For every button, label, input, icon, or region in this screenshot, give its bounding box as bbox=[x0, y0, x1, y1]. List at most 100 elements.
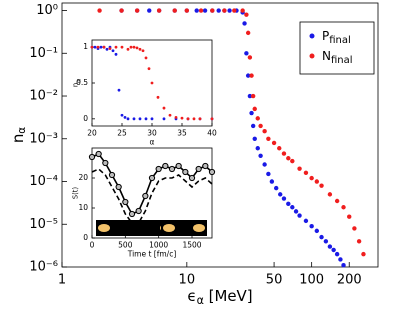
y-tick-label: 10 bbox=[78, 203, 88, 212]
data-point bbox=[144, 117, 148, 121]
y-tick-label: 10⁰ bbox=[36, 3, 58, 18]
data-point bbox=[95, 150, 102, 158]
y-tick-label: 0.5 bbox=[76, 78, 88, 87]
data-point bbox=[247, 93, 253, 99]
data-point bbox=[271, 140, 277, 146]
data-point bbox=[120, 45, 124, 49]
snapshot-image bbox=[96, 220, 174, 236]
data-point bbox=[141, 49, 145, 53]
data-point bbox=[195, 165, 202, 173]
data-point bbox=[188, 174, 196, 182]
data-point bbox=[120, 113, 124, 117]
data-point bbox=[175, 162, 182, 170]
data-point bbox=[150, 81, 154, 85]
data-point bbox=[156, 95, 160, 99]
y-axis-label-part: n bbox=[9, 134, 27, 143]
data-point bbox=[341, 263, 346, 268]
data-point bbox=[266, 136, 271, 141]
data-point bbox=[162, 117, 166, 121]
data-point bbox=[184, 8, 190, 13]
data-point bbox=[227, 8, 232, 13]
snapshot-blob bbox=[98, 224, 110, 232]
x-tick-label: 10 bbox=[179, 273, 196, 288]
y-axis-label-part: n bbox=[72, 83, 80, 87]
data-point bbox=[245, 73, 251, 78]
x-axis-label: ϵα [MeV] bbox=[187, 287, 252, 307]
data-point bbox=[156, 8, 162, 13]
data-point bbox=[210, 8, 215, 13]
data-point bbox=[126, 117, 130, 121]
data-point bbox=[162, 162, 169, 170]
data-point bbox=[135, 207, 142, 215]
data-point bbox=[216, 8, 221, 13]
x-tick-label: 30 bbox=[147, 129, 157, 138]
x-axis-label: α bbox=[150, 138, 155, 147]
data-point bbox=[356, 239, 362, 244]
data-point bbox=[182, 168, 189, 176]
data-point bbox=[249, 110, 254, 116]
data-point bbox=[352, 226, 357, 231]
x-axis-label-part: ϵ bbox=[187, 287, 196, 305]
data-point bbox=[97, 8, 102, 13]
data-point bbox=[327, 192, 333, 197]
data-point bbox=[128, 210, 136, 218]
data-point bbox=[117, 88, 121, 92]
y-tick-label: 20 bbox=[78, 173, 88, 182]
data-point bbox=[232, 8, 237, 13]
data-point bbox=[334, 198, 340, 204]
data-point bbox=[293, 209, 299, 214]
data-point bbox=[198, 117, 202, 121]
data-point bbox=[108, 47, 112, 50]
data-point bbox=[244, 51, 249, 56]
data-point bbox=[96, 45, 100, 49]
y-tick-label: 10⁻¹ bbox=[29, 46, 58, 61]
y-tick-label: 10⁻⁴ bbox=[29, 174, 58, 189]
x-tick-label: 200 bbox=[337, 273, 362, 288]
data-point bbox=[210, 117, 214, 121]
legend-marker bbox=[309, 33, 315, 39]
data-point bbox=[168, 165, 176, 173]
y-tick-label: 10⁻⁵ bbox=[29, 217, 58, 232]
x-tick-label: 1 bbox=[58, 273, 66, 288]
data-point bbox=[297, 213, 302, 218]
y-tick-label: 0 bbox=[83, 233, 88, 242]
legend-label-name: P bbox=[322, 29, 329, 43]
x-tick-label: 0 bbox=[90, 241, 95, 250]
snapshot-blob bbox=[193, 224, 205, 232]
data-point bbox=[129, 45, 133, 49]
data-point bbox=[147, 8, 152, 13]
data-point bbox=[319, 234, 324, 240]
data-point bbox=[102, 159, 109, 167]
x-tick-label: 35 bbox=[177, 129, 187, 138]
y-tick-label: 10⁻² bbox=[29, 89, 58, 104]
data-point bbox=[309, 175, 314, 181]
data-point bbox=[172, 8, 177, 13]
legend-label: Pfinal bbox=[322, 29, 351, 47]
snapshot-image bbox=[161, 220, 207, 236]
y-tick-label: 10⁻³ bbox=[29, 131, 58, 146]
x-tick-label: 20 bbox=[87, 129, 97, 138]
data-point bbox=[202, 162, 209, 170]
x-axis-label-part: Time t [fm/c] bbox=[127, 250, 177, 259]
data-point bbox=[99, 45, 103, 49]
x-tick-label: 1000 bbox=[149, 241, 168, 250]
data-point bbox=[180, 116, 184, 120]
data-point bbox=[274, 185, 279, 191]
data-point bbox=[278, 192, 283, 197]
x-tick-label: 500 bbox=[118, 241, 133, 250]
data-point bbox=[286, 156, 291, 161]
data-point bbox=[240, 8, 245, 13]
data-point bbox=[147, 67, 151, 71]
data-point bbox=[252, 136, 257, 141]
data-point bbox=[194, 8, 199, 13]
data-point bbox=[347, 214, 352, 219]
data-point bbox=[319, 183, 324, 188]
x-tick-label: 100 bbox=[299, 273, 324, 288]
y-tick-label: 0 bbox=[83, 114, 88, 123]
data-point bbox=[138, 117, 142, 121]
data-point bbox=[252, 106, 257, 112]
data-point bbox=[208, 168, 216, 176]
x-tick-label: 50 bbox=[266, 273, 283, 288]
data-point bbox=[297, 166, 302, 171]
data-point bbox=[148, 174, 156, 182]
